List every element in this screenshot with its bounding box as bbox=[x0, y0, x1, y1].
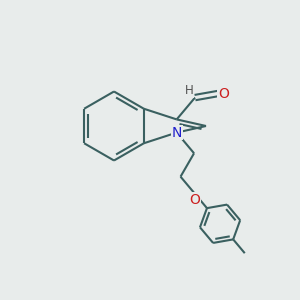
Text: N: N bbox=[172, 126, 182, 140]
Text: O: O bbox=[189, 193, 200, 207]
Text: H: H bbox=[185, 85, 194, 98]
Text: O: O bbox=[218, 86, 229, 100]
